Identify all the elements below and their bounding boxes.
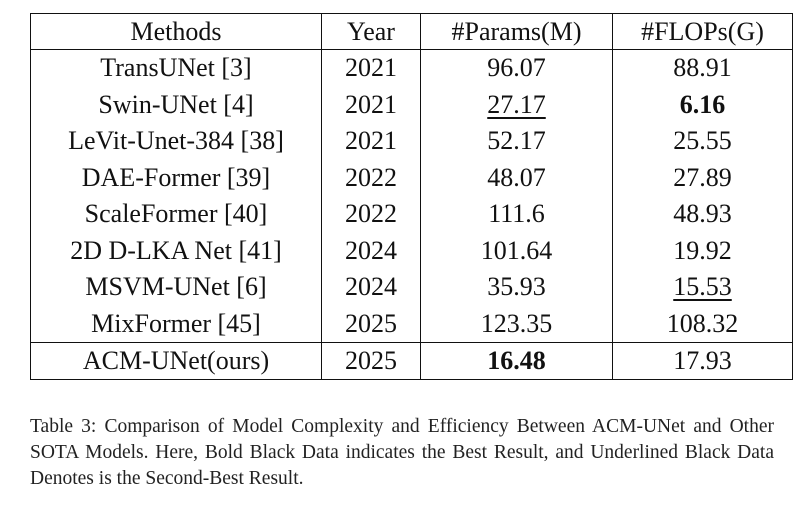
flops-cell: 25.55 <box>612 123 793 160</box>
method-cell: ScaleFormer [40] <box>30 196 322 233</box>
params-cell: 16.48 <box>420 342 613 380</box>
year-cell: 2025 <box>321 342 421 380</box>
table-header-row: Methods Year #Params(M) #FLOPs(G) <box>30 13 793 50</box>
flops-cell: 19.92 <box>612 232 793 269</box>
params-cell: 27.17 <box>420 86 613 123</box>
year-cell: 2024 <box>321 232 421 269</box>
params-cell: 111.6 <box>420 196 613 233</box>
header-flops: #FLOPs(G) <box>612 13 793 50</box>
year-cell: 2021 <box>321 49 421 87</box>
comparison-table-container: Methods Year #Params(M) #FLOPs(G) TransU… <box>30 13 793 380</box>
header-methods: Methods <box>30 13 322 50</box>
year-cell: 2021 <box>321 123 421 160</box>
table-row: TransUNet [3] 2021 96.07 88.91 <box>30 49 793 87</box>
ours-row: ACM-UNet(ours) 2025 16.48 17.93 <box>30 342 793 380</box>
flops-cell: 17.93 <box>612 342 793 380</box>
header-year: Year <box>321 13 421 50</box>
method-cell: 2D D-LKA Net [41] <box>30 232 322 269</box>
best-value: 6.16 <box>679 89 726 119</box>
flops-cell: 6.16 <box>612 86 793 123</box>
method-cell: MSVM-UNet [6] <box>30 269 322 306</box>
flops-cell: 88.91 <box>612 49 793 87</box>
flops-cell: 108.32 <box>612 305 793 343</box>
year-cell: 2022 <box>321 196 421 233</box>
best-value: 16.48 <box>487 346 546 375</box>
table-row: MSVM-UNet [6] 2024 35.93 15.53 <box>30 269 793 306</box>
flops-cell: 15.53 <box>612 269 793 306</box>
table-row: Swin-UNet [4] 2021 27.17 6.16 <box>30 86 793 123</box>
complexity-comparison-table: Methods Year #Params(M) #FLOPs(G) TransU… <box>30 13 793 380</box>
params-cell: 52.17 <box>420 123 613 160</box>
year-cell: 2021 <box>321 86 421 123</box>
method-cell: Swin-UNet [4] <box>30 86 322 123</box>
method-cell: LeVit-Unet-384 [38] <box>30 123 322 160</box>
flops-cell: 48.93 <box>612 196 793 233</box>
method-cell: TransUNet [3] <box>30 49 322 87</box>
table-row: MixFormer [45] 2025 123.35 108.32 <box>30 305 793 343</box>
table-caption: Table 3: Comparison of Model Complexity … <box>30 416 774 489</box>
params-cell: 123.35 <box>420 305 613 343</box>
method-cell: MixFormer [45] <box>30 305 322 343</box>
second-best-value: 15.53 <box>673 272 732 301</box>
params-cell: 35.93 <box>420 269 613 306</box>
header-params: #Params(M) <box>420 13 613 50</box>
year-cell: 2024 <box>321 269 421 306</box>
second-best-value: 27.17 <box>487 89 546 119</box>
flops-cell: 27.89 <box>612 159 793 196</box>
params-cell: 101.64 <box>420 232 613 269</box>
year-cell: 2025 <box>321 305 421 343</box>
table-row: 2D D-LKA Net [41] 2024 101.64 19.92 <box>30 232 793 269</box>
method-cell: ACM-UNet(ours) <box>30 342 322 380</box>
table-row: LeVit-Unet-384 [38] 2021 52.17 25.55 <box>30 123 793 160</box>
params-cell: 48.07 <box>420 159 613 196</box>
method-cell: DAE-Former [39] <box>30 159 322 196</box>
table-row: ScaleFormer [40] 2022 111.6 48.93 <box>30 196 793 233</box>
params-cell: 96.07 <box>420 49 613 87</box>
table-row: DAE-Former [39] 2022 48.07 27.89 <box>30 159 793 196</box>
year-cell: 2022 <box>321 159 421 196</box>
